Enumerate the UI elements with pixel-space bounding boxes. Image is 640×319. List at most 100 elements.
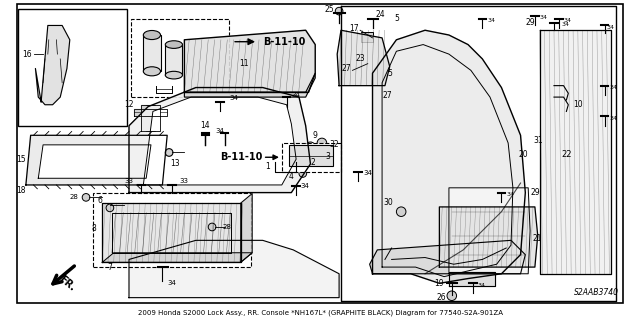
Text: 16: 16 [22,50,31,59]
Text: 30: 30 [384,198,394,207]
Polygon shape [38,145,151,178]
Text: 34: 34 [609,85,618,90]
Circle shape [316,153,321,159]
Text: S2AAB3740: S2AAB3740 [575,288,620,297]
Text: 2009 Honda S2000 Lock Assy., RR. Console *NH167L* (GRAPHITE BLACK) Diagram for 7: 2009 Honda S2000 Lock Assy., RR. Console… [138,309,502,316]
Circle shape [306,142,316,152]
Text: 34: 34 [607,25,614,30]
Polygon shape [26,135,167,185]
Polygon shape [440,207,538,267]
Circle shape [106,204,114,212]
Ellipse shape [143,67,161,76]
Circle shape [165,149,173,156]
Circle shape [396,207,406,217]
Text: 4: 4 [289,172,294,181]
Ellipse shape [143,31,161,40]
Text: 23: 23 [355,55,365,63]
Polygon shape [449,272,495,286]
Polygon shape [184,73,316,97]
Text: 28: 28 [69,194,78,200]
Bar [18,9,127,126]
Text: 6: 6 [98,196,103,205]
Text: 34: 34 [167,280,176,286]
Polygon shape [129,240,339,298]
Bar [93,193,252,267]
Text: 5: 5 [394,14,399,23]
Text: FR.: FR. [57,274,77,293]
Polygon shape [449,188,530,274]
Polygon shape [241,194,252,262]
Polygon shape [337,30,390,85]
Text: 27: 27 [382,91,392,100]
Text: 21: 21 [532,234,541,243]
Bar [165,45,182,75]
Text: 25: 25 [324,5,334,14]
Text: 34: 34 [564,18,572,23]
Polygon shape [370,240,525,274]
Circle shape [447,291,456,300]
Text: 10: 10 [573,100,582,109]
Text: 2: 2 [310,158,316,167]
Text: 34: 34 [363,170,372,176]
Circle shape [208,223,216,231]
Polygon shape [540,30,611,274]
Text: 14: 14 [200,121,210,130]
Text: 7: 7 [108,263,113,271]
Ellipse shape [165,41,182,48]
Polygon shape [134,108,167,116]
Text: 26: 26 [436,293,446,302]
Text: 15: 15 [16,155,26,164]
Text: 22: 22 [561,150,572,159]
Text: 29: 29 [525,18,535,27]
Circle shape [317,138,326,148]
Text: 33: 33 [180,178,189,184]
Polygon shape [102,253,252,262]
Text: 20: 20 [518,150,528,159]
Text: 13: 13 [170,160,180,168]
Text: 29: 29 [530,188,540,197]
Text: 34: 34 [506,192,514,197]
Circle shape [299,170,307,177]
Circle shape [312,151,324,162]
Bar [361,32,372,42]
Text: 31: 31 [533,136,543,145]
Circle shape [300,159,306,165]
Text: B-11-10: B-11-10 [220,152,262,162]
Text: 33: 33 [125,178,134,184]
Text: 8: 8 [92,224,96,234]
Text: 34: 34 [562,22,570,27]
Text: 11: 11 [239,59,248,68]
Text: 34: 34 [291,92,300,98]
Text: 18: 18 [17,186,26,195]
Text: 17: 17 [349,24,359,33]
Text: 19: 19 [435,279,444,288]
Text: 32: 32 [330,140,339,149]
Polygon shape [141,105,159,130]
Circle shape [335,7,343,15]
Polygon shape [129,87,310,193]
Text: 34: 34 [487,18,495,23]
Polygon shape [184,30,316,92]
Circle shape [297,156,308,168]
Bar [289,145,333,166]
Text: 1: 1 [265,162,270,171]
Text: 34: 34 [229,95,238,101]
Text: 34: 34 [609,115,618,121]
Ellipse shape [165,71,182,79]
Text: 34: 34 [540,15,548,20]
Text: 5: 5 [387,69,392,78]
Text: 28: 28 [223,224,232,230]
Text: 3: 3 [326,152,331,161]
Text: 34: 34 [215,129,224,135]
Text: 27: 27 [342,64,351,73]
Circle shape [82,194,90,201]
Text: 34: 34 [301,183,310,189]
Polygon shape [372,30,525,283]
Bar [143,35,161,71]
Text: 12: 12 [124,100,134,109]
Bar [282,143,341,172]
Text: 9: 9 [313,131,317,140]
Polygon shape [143,97,296,185]
Text: 34: 34 [477,283,486,288]
Polygon shape [35,26,70,105]
